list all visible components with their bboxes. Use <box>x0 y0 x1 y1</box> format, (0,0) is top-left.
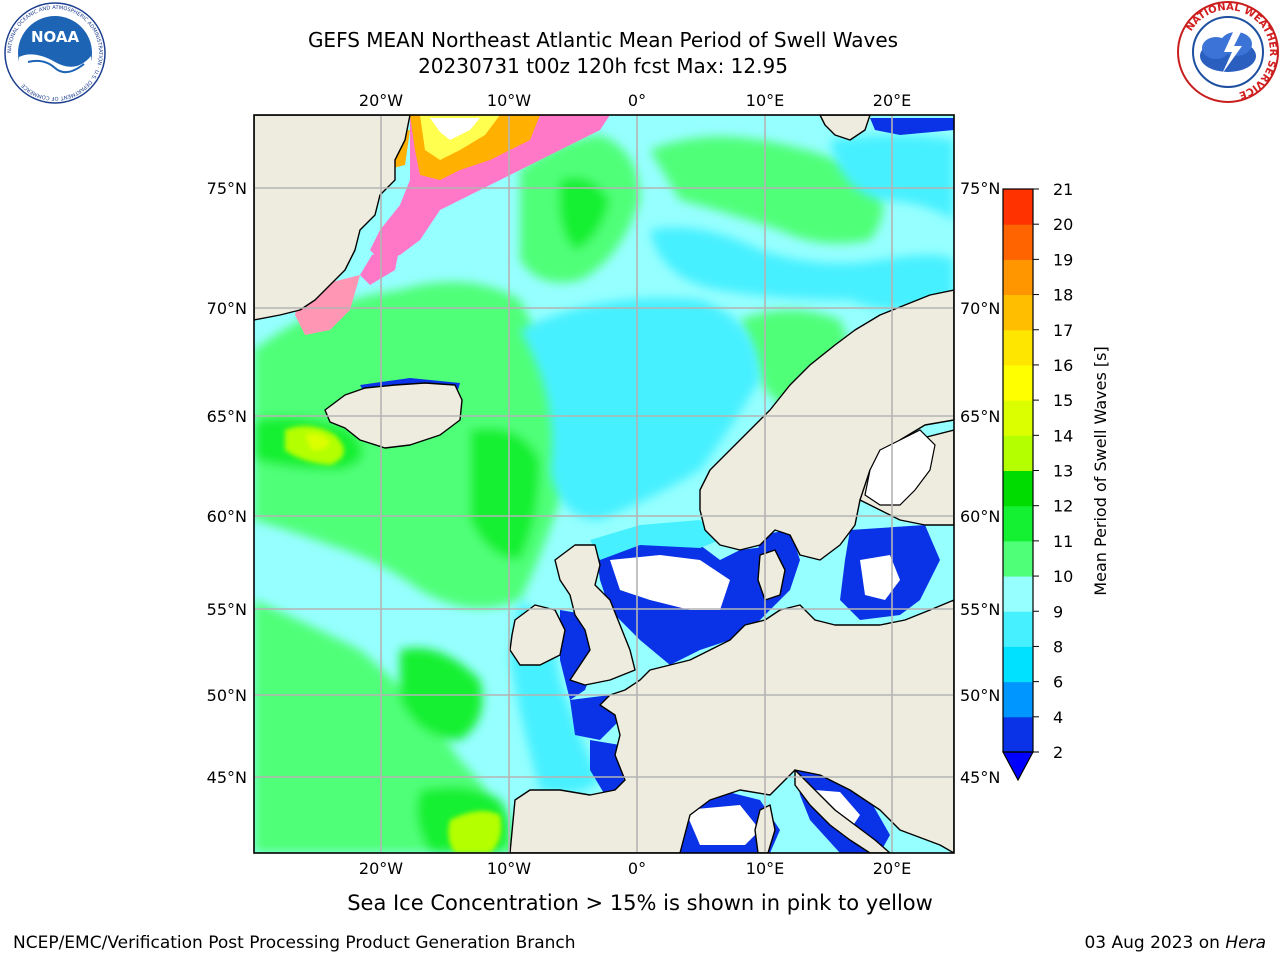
colorbar-tick-label: 10 <box>1053 567 1073 586</box>
colorbar-tick-label: 9 <box>1053 602 1063 621</box>
lon-tick-label: 0° <box>628 91 646 110</box>
colorbar-segment <box>1003 224 1033 260</box>
lon-tick-label: 10°E <box>746 91 784 110</box>
nws-logo: NATIONAL WEATHER SERVICE <box>1177 1 1279 103</box>
lon-tick-label: 10°W <box>487 91 531 110</box>
lon-tick-label: 20°E <box>873 859 911 878</box>
colorbar-tick-label: 20 <box>1053 215 1073 234</box>
colorbar-tick-label: 21 <box>1053 180 1073 199</box>
colorbar-tick-label: 14 <box>1053 426 1073 445</box>
colorbar-segment <box>1003 189 1033 225</box>
gulf-of-bothnia <box>864 429 936 506</box>
colorbar-segment <box>1003 540 1033 577</box>
lat-tick-label: 60°N <box>960 507 1000 526</box>
colorbar-segment <box>1003 435 1033 471</box>
ireland <box>509 604 566 666</box>
lon-tick-label: 20°W <box>359 859 403 878</box>
colorbar-segment <box>1003 681 1033 718</box>
lat-tick-label: 65°N <box>207 407 247 426</box>
colorbar-tick-label: 12 <box>1053 497 1073 516</box>
lon-tick-label: 20°W <box>359 91 403 110</box>
footer-date: 03 Aug 2023 on Hera <box>1084 933 1266 953</box>
colorbar-tick-label: 16 <box>1053 356 1073 375</box>
lat-tick-label: 55°N <box>207 600 247 619</box>
lat-tick-label: 60°N <box>207 507 247 526</box>
colorbar-segment <box>1003 576 1033 612</box>
footer-machine: Hera <box>1225 933 1266 953</box>
colorbar: 2 4 6 8 9 10 11 12 13 14 15 16 17 18 19 20 21 <box>1001 180 1073 782</box>
lat-tick-label: 55°N <box>960 600 1000 619</box>
footer-credit: NCEP/EMC/Verification Post Processing Pr… <box>13 933 576 953</box>
sea-ice <box>295 115 610 335</box>
colorbar-segment <box>1003 259 1033 296</box>
colorbar-tick-label: 15 <box>1053 391 1073 410</box>
colorbar-tick-label: 8 <box>1053 637 1063 656</box>
caption: Sea Ice Concentration > 15% is shown in … <box>347 891 933 915</box>
lat-tick-label: 75°N <box>960 179 1000 198</box>
lat-tick-label: 45°N <box>960 768 1000 787</box>
great-britain <box>554 544 636 686</box>
greenland <box>254 115 411 321</box>
colorbar-segment <box>1003 329 1033 366</box>
colorbar-tick-label: 11 <box>1053 532 1073 551</box>
lat-tick-label: 45°N <box>207 768 247 787</box>
lat-tick-label: 75°N <box>207 179 247 198</box>
lon-tick-label: 10°E <box>746 859 784 878</box>
gridlines <box>254 115 954 853</box>
colorbar-segment <box>1003 611 1033 647</box>
colorbar-label: Mean Period of Swell Waves [s] <box>1091 346 1110 595</box>
colorbar-tick-label: 6 <box>1053 673 1063 692</box>
footer-date-text: 03 Aug 2023 on <box>1084 933 1226 953</box>
map-area <box>254 115 954 853</box>
lat-ticks-right: 75°N 70°N 65°N 60°N 55°N 50°N 45°N <box>960 179 1000 787</box>
colorbar-tick-label: 19 <box>1053 250 1073 269</box>
colorbar-segment <box>1003 470 1033 507</box>
colorbar-extend-arrow <box>1001 751 1035 782</box>
colorbar-tick-label: 2 <box>1053 743 1063 762</box>
lat-ticks-left: 75°N 70°N 65°N 60°N 55°N 50°N 45°N <box>207 179 247 787</box>
lat-tick-label: 50°N <box>960 686 1000 705</box>
lat-tick-label: 70°N <box>960 299 1000 318</box>
colorbar-tick-label: 17 <box>1053 321 1073 340</box>
colorbar-segment <box>1003 294 1033 331</box>
colorbar-segment <box>1003 364 1033 401</box>
map-frame <box>253 114 955 854</box>
colorbar-segment <box>1003 505 1033 542</box>
colorbar-segment <box>1003 400 1033 436</box>
colorbar-tick-label: 18 <box>1053 286 1073 305</box>
lon-tick-label: 0° <box>628 859 646 878</box>
chart-subtitle: 20230731 t00z 120h fcst Max: 12.95 <box>418 54 788 78</box>
lat-tick-label: 50°N <box>207 686 247 705</box>
colorbar-segment <box>1003 716 1033 753</box>
lon-ticks-top: 20°W 10°W 0° 10°E 20°E <box>359 91 911 110</box>
colorbar-segment <box>1003 646 1033 683</box>
italy <box>794 769 891 853</box>
colorbar-tick-label: 4 <box>1053 708 1063 727</box>
chart-title: GEFS MEAN Northeast Atlantic Mean Period… <box>307 28 899 52</box>
colorbar-tick-label: 13 <box>1053 462 1073 481</box>
lon-tick-label: 10°W <box>487 859 531 878</box>
lon-tick-label: 20°E <box>873 91 911 110</box>
lon-ticks-bottom: 20°W 10°W 0° 10°E 20°E <box>359 859 911 878</box>
noaa-logo-text: NOAA <box>31 28 80 46</box>
svalbard <box>819 115 871 141</box>
lat-tick-label: 65°N <box>960 407 1000 426</box>
swell-field <box>254 135 883 853</box>
noaa-logo: NOAA NATIONAL OCEANIC AND ATMOSPHERIC AD… <box>4 2 106 104</box>
lat-tick-label: 70°N <box>207 299 247 318</box>
